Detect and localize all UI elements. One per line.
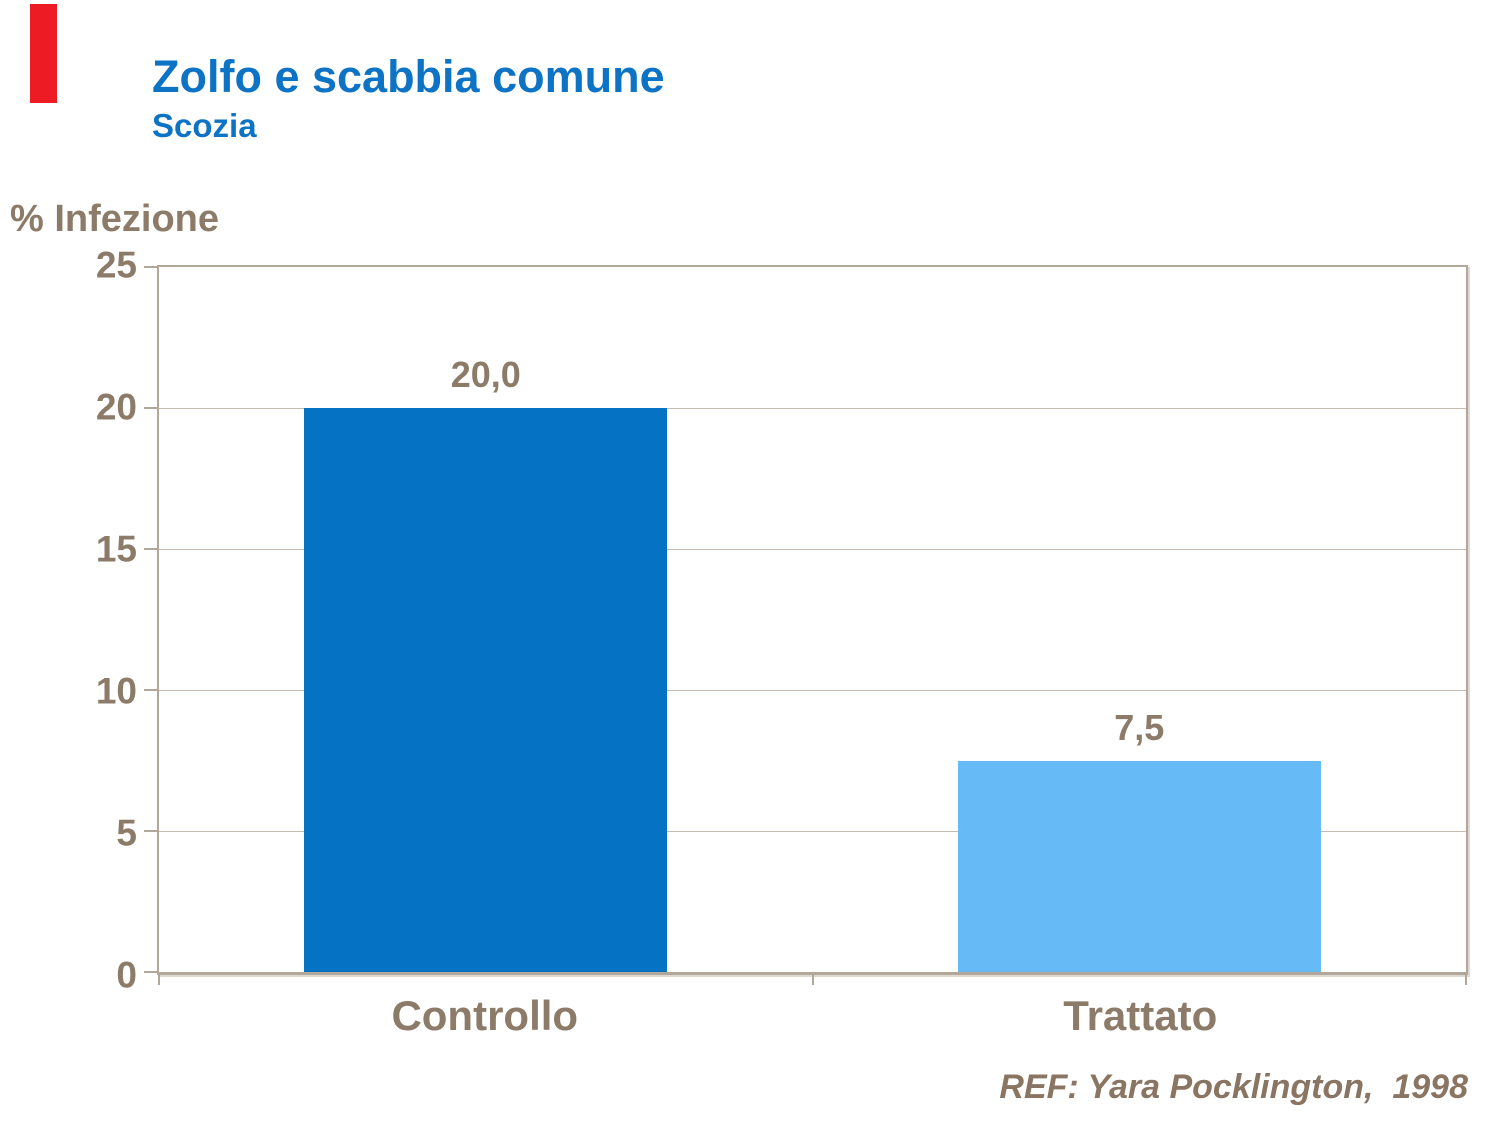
reference-citation: REF: Yara Pocklington, 1998: [999, 1068, 1468, 1106]
y-tick-label: 10: [95, 670, 137, 712]
y-axis-label: % Infezione: [10, 198, 220, 240]
plot-area: 20,0 7,5: [144, 265, 1468, 985]
x-axis-tick: [811, 972, 814, 985]
y-tick-label: 0: [116, 954, 137, 996]
y-axis-tick: [144, 971, 157, 973]
bar-controllo: [304, 408, 668, 972]
slide-title: Zolfo e scabbia comune: [152, 51, 665, 102]
y-tick-label: 25: [95, 244, 137, 286]
x-axis-tick: [158, 972, 160, 985]
slide-subtitle: Scozia: [152, 107, 257, 144]
red-accent-bar: [30, 4, 57, 103]
y-tick-label: 5: [116, 812, 137, 854]
y-axis-tick: [144, 407, 157, 409]
category-label-trattato: Trattato: [1063, 992, 1218, 1039]
gridline-10: [159, 690, 1466, 691]
gridline-5: [159, 831, 1466, 832]
gridline-15: [159, 549, 1466, 550]
y-axis-tick: [144, 830, 157, 832]
y-tick-label: 15: [95, 528, 137, 570]
x-axis-category-labels: Controllo Trattato: [157, 995, 1468, 1045]
y-axis-tick: [144, 266, 157, 268]
x-axis-tick: [1465, 972, 1467, 985]
y-axis-tick-labels: 0 5 10 15 20 25: [0, 247, 137, 994]
category-label-controllo: Controllo: [391, 992, 579, 1039]
y-tick-label: 20: [95, 386, 137, 428]
bar-trattato: [957, 760, 1321, 972]
bar-value-label: 20,0: [450, 354, 521, 395]
y-axis-tick: [144, 689, 157, 691]
bar-value-label: 7,5: [1114, 706, 1165, 748]
gridline-20: [159, 408, 1466, 409]
y-axis-tick: [144, 548, 157, 550]
